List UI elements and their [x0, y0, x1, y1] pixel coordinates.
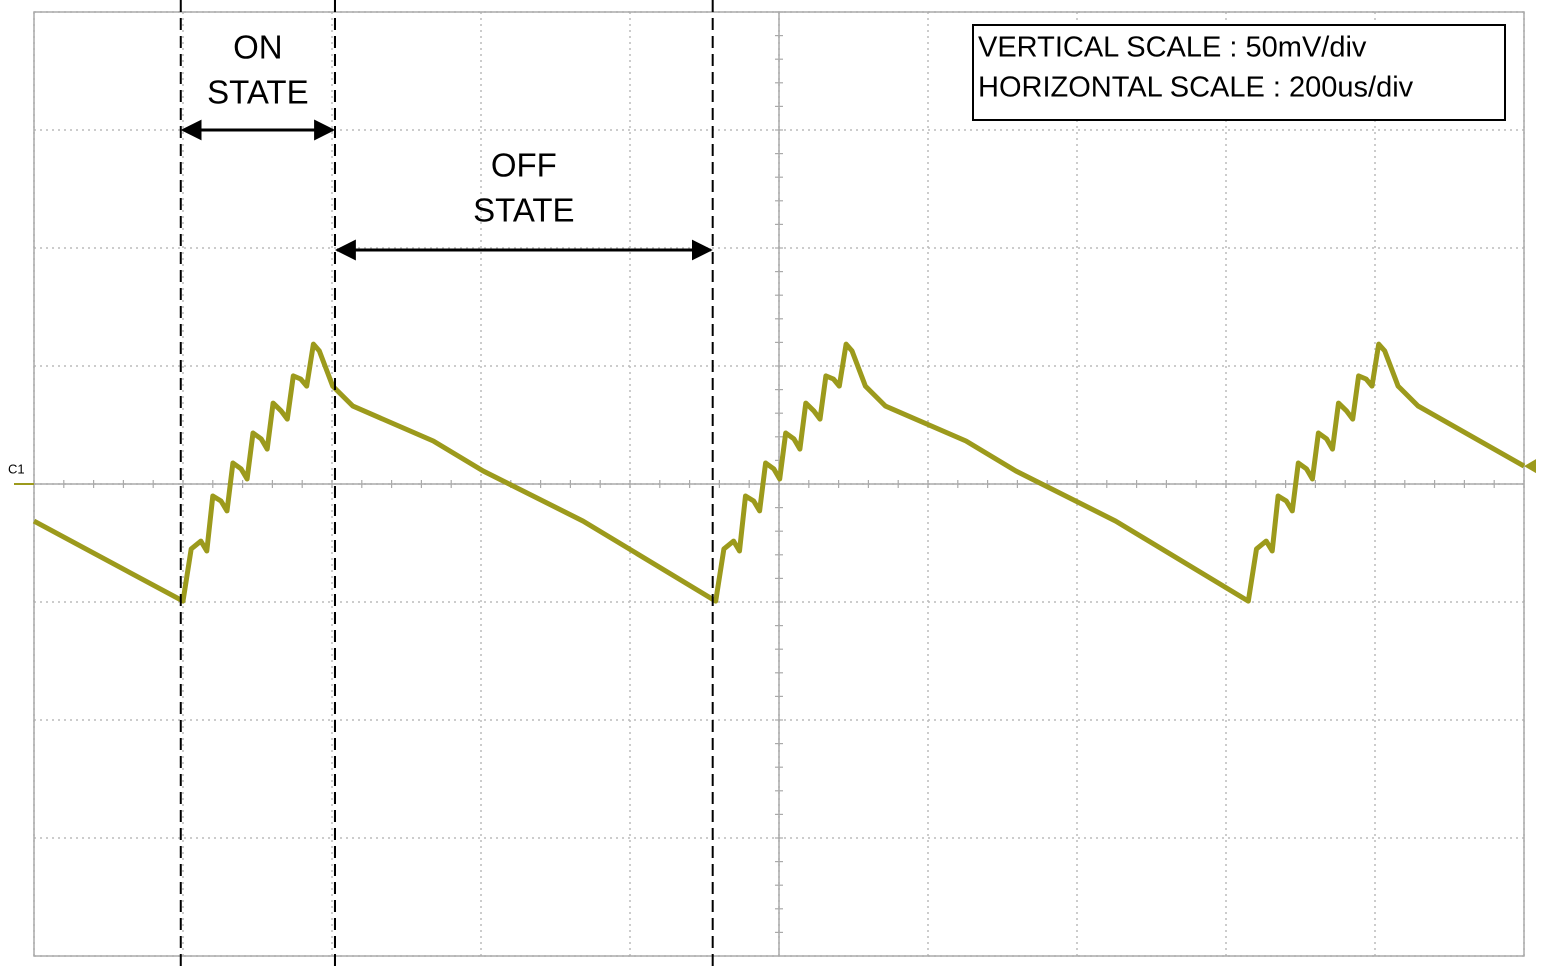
scale-box: [972, 24, 1506, 121]
state-label: OFF: [491, 147, 557, 184]
state-label: STATE: [207, 74, 308, 111]
state-label: STATE: [473, 192, 574, 229]
trigger-marker: [1524, 459, 1536, 474]
trace-group: [32, 341, 1536, 604]
channel-label: C1: [8, 461, 25, 476]
scale-text: HORIZONTAL SCALE : 200us/div: [978, 72, 1414, 104]
waveform: [32, 341, 1526, 604]
scale-text: VERTICAL SCALE : 50mV/div: [978, 32, 1367, 64]
annotations: ON STATE OFF STATE: [179, 0, 714, 972]
state-label: ON: [233, 29, 283, 66]
